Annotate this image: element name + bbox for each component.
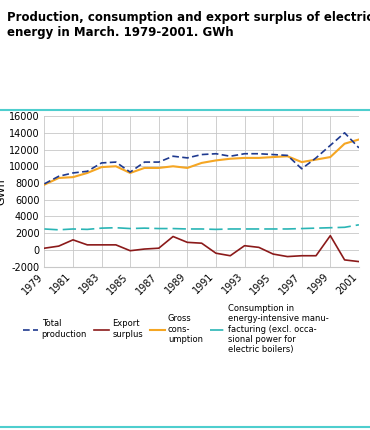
Y-axis label: GWh: GWh	[0, 178, 6, 205]
Text: Production, consumption and export surplus of electric
energy in March. 1979-200: Production, consumption and export surpl…	[7, 11, 370, 39]
Legend: Total
production, Export
surplus, Gross
cons-
umption, Consumption in
energy-int: Total production, Export surplus, Gross …	[23, 304, 329, 354]
